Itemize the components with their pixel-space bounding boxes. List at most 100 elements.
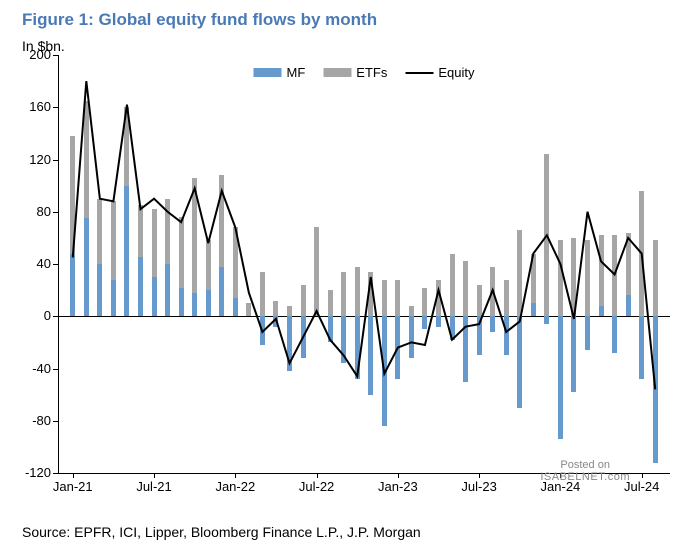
etf-bar bbox=[450, 254, 455, 317]
equity-line bbox=[58, 55, 670, 473]
y-axis-line bbox=[58, 55, 59, 473]
mf-bar bbox=[355, 316, 360, 379]
etf-bar bbox=[422, 288, 427, 317]
etf-bar bbox=[165, 199, 170, 264]
mf-bar bbox=[626, 295, 631, 316]
legend-label: Equity bbox=[438, 65, 474, 80]
y-tick-label: 0 bbox=[11, 308, 51, 323]
x-tick-label: Jul-22 bbox=[299, 479, 334, 494]
etf-bar bbox=[273, 301, 278, 317]
etf-bar bbox=[626, 233, 631, 296]
etf-bar bbox=[382, 280, 387, 317]
etf-bar bbox=[639, 191, 644, 316]
mf-bar bbox=[639, 316, 644, 379]
etf-bar bbox=[84, 101, 89, 219]
source-text: Source: EPFR, ICI, Lipper, Bloomberg Fin… bbox=[22, 524, 421, 540]
mf-bar bbox=[477, 316, 482, 355]
etf-bar bbox=[531, 254, 536, 304]
mf-bar bbox=[341, 316, 346, 363]
mf-bar bbox=[260, 316, 265, 345]
etf-bar bbox=[246, 303, 251, 316]
x-tick-label: Jan-23 bbox=[378, 479, 418, 494]
etf-bar bbox=[395, 280, 400, 317]
x-tick-label: Jan-22 bbox=[215, 479, 255, 494]
mf-bar bbox=[422, 316, 427, 329]
x-tick-mark bbox=[235, 473, 236, 478]
legend-line-icon bbox=[405, 72, 433, 74]
etf-bar bbox=[97, 199, 102, 264]
etf-bar bbox=[585, 240, 590, 316]
etf-bar bbox=[260, 272, 265, 316]
etf-bar bbox=[490, 267, 495, 317]
mf-bar bbox=[653, 316, 658, 462]
etf-bar bbox=[111, 201, 116, 279]
x-tick-mark bbox=[154, 473, 155, 478]
etf-bar bbox=[152, 209, 157, 277]
y-tick-label: -80 bbox=[11, 413, 51, 428]
etf-bar bbox=[233, 227, 238, 298]
mf-bar bbox=[138, 257, 143, 316]
mf-bar bbox=[612, 316, 617, 353]
legend-swatch bbox=[323, 68, 351, 77]
etf-bar bbox=[179, 217, 184, 288]
etf-bar bbox=[504, 280, 509, 317]
etf-bar bbox=[436, 280, 441, 317]
x-tick-mark bbox=[73, 473, 74, 478]
etf-bar bbox=[314, 227, 319, 316]
etf-bar bbox=[599, 235, 604, 306]
x-tick-mark bbox=[398, 473, 399, 478]
mf-bar bbox=[504, 316, 509, 355]
chart-plot-area: MFETFsEquity -120-80-4004080120160200Jan… bbox=[58, 55, 670, 474]
mf-bar bbox=[179, 288, 184, 317]
etf-bar bbox=[558, 240, 563, 316]
etf-bar bbox=[328, 290, 333, 316]
etf-bar bbox=[368, 272, 373, 316]
x-tick-mark bbox=[479, 473, 480, 478]
x-tick-label: Jul-21 bbox=[136, 479, 171, 494]
x-tick-label: Jul-23 bbox=[461, 479, 496, 494]
mf-bar bbox=[517, 316, 522, 407]
etf-bar bbox=[571, 238, 576, 316]
mf-bar bbox=[192, 293, 197, 317]
mf-bar bbox=[206, 290, 211, 316]
etf-bar bbox=[477, 285, 482, 316]
etf-bar bbox=[517, 230, 522, 316]
mf-bar bbox=[165, 264, 170, 316]
mf-bar bbox=[599, 306, 604, 316]
legend-swatch bbox=[254, 68, 282, 77]
zero-line bbox=[58, 316, 670, 317]
mf-bar bbox=[450, 316, 455, 340]
etf-bar bbox=[463, 261, 468, 316]
mf-bar bbox=[558, 316, 563, 439]
x-tick-label: Jan-21 bbox=[53, 479, 93, 494]
mf-bar bbox=[97, 264, 102, 316]
mf-bar bbox=[273, 316, 278, 326]
mf-bar bbox=[124, 186, 129, 317]
mf-bar bbox=[571, 316, 576, 392]
mf-bar bbox=[219, 267, 224, 317]
mf-bar bbox=[436, 316, 441, 326]
y-tick-label: -120 bbox=[11, 465, 51, 480]
mf-bar bbox=[84, 218, 89, 316]
mf-bar bbox=[585, 316, 590, 350]
etf-bar bbox=[355, 267, 360, 317]
etf-bar bbox=[124, 107, 129, 185]
chart-title: Figure 1: Global equity fund flows by mo… bbox=[22, 10, 377, 30]
mf-bar bbox=[463, 316, 468, 381]
etf-bar bbox=[206, 240, 211, 290]
etf-bar bbox=[653, 240, 658, 316]
legend-item: Equity bbox=[405, 65, 474, 80]
etf-bar bbox=[301, 285, 306, 316]
x-tick-mark bbox=[317, 473, 318, 478]
etf-bar bbox=[612, 235, 617, 316]
etf-bar bbox=[138, 205, 143, 257]
etf-bar bbox=[192, 178, 197, 293]
etf-bar bbox=[341, 272, 346, 316]
mf-bar bbox=[301, 316, 306, 358]
y-tick-label: 80 bbox=[11, 204, 51, 219]
legend: MFETFsEquity bbox=[254, 65, 475, 80]
mf-bar bbox=[395, 316, 400, 379]
y-tick-label: 160 bbox=[11, 99, 51, 114]
mf-bar bbox=[152, 277, 157, 316]
mf-bar bbox=[490, 316, 495, 332]
